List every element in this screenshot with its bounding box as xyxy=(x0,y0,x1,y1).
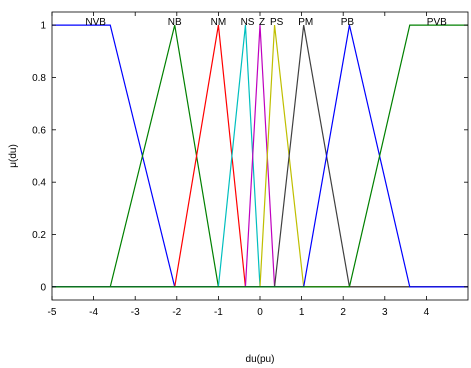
mf-label-nb: NB xyxy=(168,17,182,28)
y-tick-label: 0.4 xyxy=(32,178,46,189)
x-tick-label: 1 xyxy=(299,307,305,318)
series-layer xyxy=(52,24,468,288)
x-tick-label: -2 xyxy=(172,307,181,318)
x-tick-label: 2 xyxy=(340,307,346,318)
y-tick-label: 1 xyxy=(40,21,46,32)
x-tick-label: -3 xyxy=(131,307,140,318)
y-tick-label: 0.6 xyxy=(32,125,46,136)
y-tick-label: 0 xyxy=(40,282,46,293)
mf-label-z: Z xyxy=(259,17,265,28)
mf-label-pvb: PVB xyxy=(427,17,447,28)
y-axis-label: μ(du) xyxy=(8,144,19,168)
x-tick-label: -5 xyxy=(48,307,57,318)
ticks-layer: -5 -4 -3 -2 -1 0 1 2 3 4 0 0.2 0.4 0.6 0.8 1 xyxy=(32,12,468,318)
x-tick-label: -4 xyxy=(89,307,98,318)
x-tick-label: 4 xyxy=(424,307,430,318)
mf-label-pm: PM xyxy=(298,17,313,28)
x-axis-label: du(pu) xyxy=(246,354,275,365)
series-line-pvb xyxy=(52,24,468,288)
mf-label-ps: PS xyxy=(270,17,284,28)
mf-label-ns: NS xyxy=(241,17,255,28)
mf-label-pb: PB xyxy=(341,17,355,28)
mf-label-nm: NM xyxy=(211,17,227,28)
x-tick-label: 0 xyxy=(257,307,263,318)
labels-layer: NVB NB NM NS Z PS PM PB PVB xyxy=(85,17,447,28)
y-tick-label: 0.2 xyxy=(32,230,46,241)
x-tick-label: 3 xyxy=(382,307,388,318)
mf-label-nvb: NVB xyxy=(85,17,106,28)
y-tick-label: 0.8 xyxy=(32,73,46,84)
x-tick-label: -1 xyxy=(214,307,223,318)
